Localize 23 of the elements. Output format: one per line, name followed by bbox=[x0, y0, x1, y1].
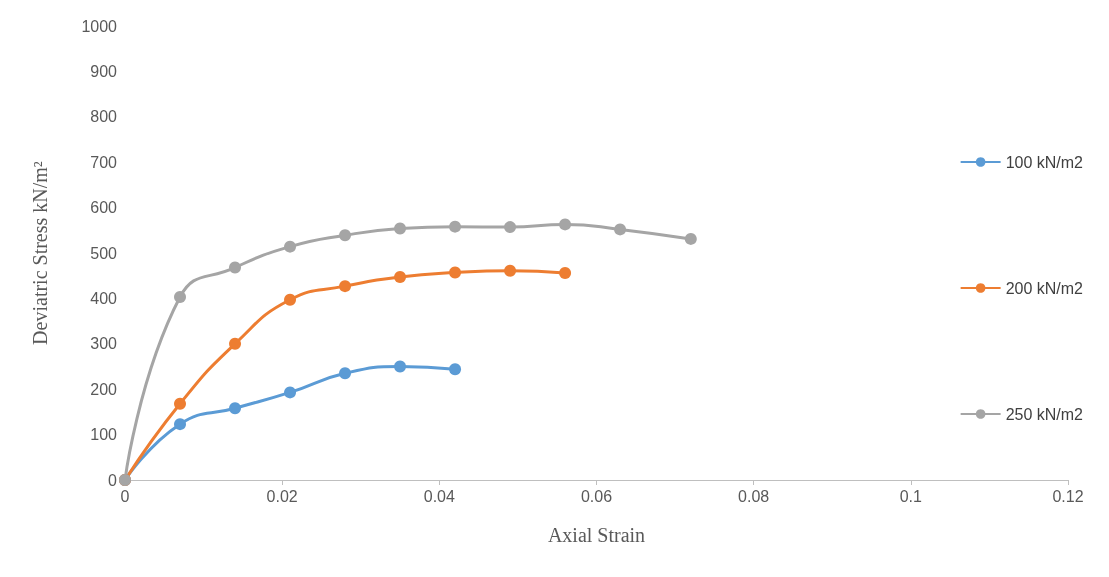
y-tick-label: 100 bbox=[90, 426, 118, 444]
y-tick-label: 400 bbox=[90, 289, 118, 307]
x-tick-label: 0.04 bbox=[423, 487, 456, 505]
y-tick-label: 600 bbox=[90, 199, 118, 217]
legend-label: 200 kN/m2 bbox=[1005, 279, 1084, 297]
x-tick-label: 0.08 bbox=[738, 487, 770, 505]
y-tick-label: 800 bbox=[90, 108, 118, 126]
y-tick-label: 200 bbox=[90, 380, 118, 398]
x-tick-label: 0.1 bbox=[899, 487, 923, 505]
x-tick-label: 0 bbox=[120, 487, 130, 505]
y-tick-label: 0 bbox=[108, 471, 118, 489]
y-axis-title: Deviatric Stress kN/m² bbox=[29, 161, 51, 345]
x-tick-label: 0.02 bbox=[266, 487, 298, 505]
x-tick-label: 0.12 bbox=[1052, 487, 1084, 505]
y-tick-label: 300 bbox=[90, 335, 118, 353]
y-tick-label: 900 bbox=[90, 62, 118, 80]
legend-label: 250 kN/m2 bbox=[1005, 405, 1084, 423]
x-axis-title: Axial Strain bbox=[547, 524, 646, 546]
y-tick-label: 1000 bbox=[81, 17, 118, 35]
x-tick-label: 0.06 bbox=[580, 487, 613, 505]
legend-label: 100 kN/m2 bbox=[1005, 153, 1084, 171]
y-tick-label: 500 bbox=[90, 244, 118, 262]
y-tick-label: 700 bbox=[90, 153, 118, 171]
